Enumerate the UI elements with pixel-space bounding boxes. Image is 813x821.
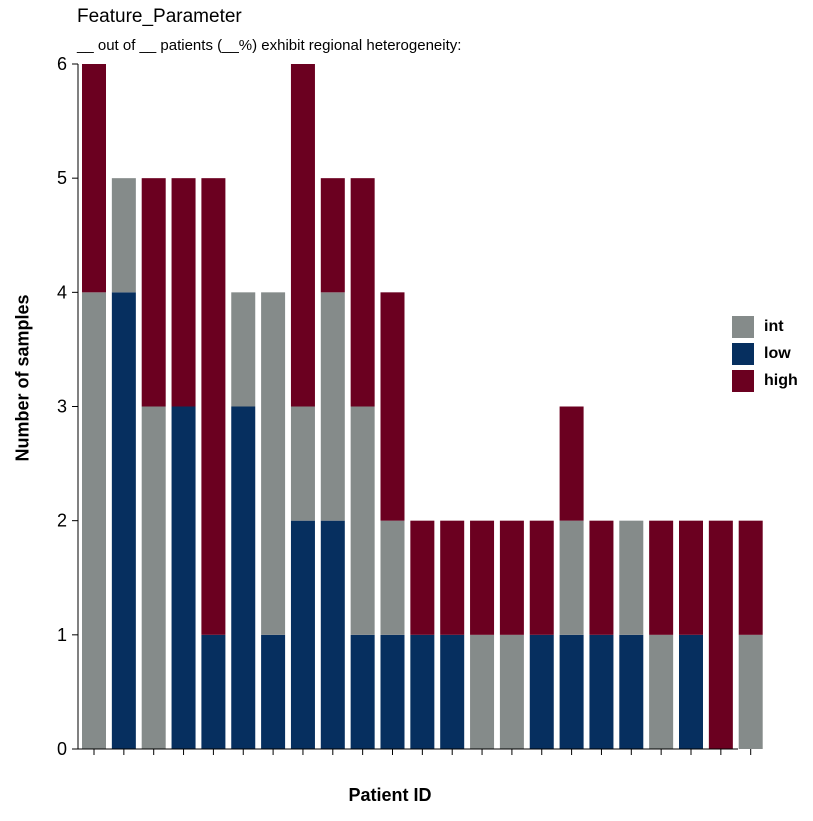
bar-segment-low bbox=[261, 634, 286, 749]
bar-segment-int bbox=[231, 292, 256, 407]
bar-segment-low bbox=[111, 292, 136, 749]
bar-segment-low bbox=[440, 634, 465, 749]
bar-segment-high bbox=[440, 520, 465, 635]
y-tick-label: 6 bbox=[57, 54, 67, 74]
bar-segment-int bbox=[559, 520, 584, 635]
bar-segment-int bbox=[320, 292, 345, 521]
legend-label-high: high bbox=[764, 371, 798, 389]
bar-segment-int bbox=[111, 178, 136, 293]
legend-swatch-int bbox=[732, 315, 754, 338]
legend-swatch-low bbox=[732, 342, 754, 365]
bar-segment-int bbox=[738, 634, 763, 749]
y-tick-label: 5 bbox=[57, 168, 67, 188]
bar-segment-high bbox=[470, 520, 495, 635]
bar-segment-low bbox=[679, 634, 703, 749]
bar-segment-high bbox=[559, 406, 584, 521]
bar-segment-low bbox=[350, 634, 375, 749]
bar-segment-high bbox=[679, 520, 703, 635]
bar-segment-int bbox=[499, 634, 524, 749]
bar-segment-high bbox=[82, 64, 106, 293]
bar-segment-high bbox=[290, 64, 315, 407]
legend: int low high bbox=[732, 313, 798, 394]
bar-segment-high bbox=[649, 520, 674, 635]
chart-subtitle: __ out of __ patients (__%) exhibit regi… bbox=[77, 37, 462, 54]
y-tick-label: 0 bbox=[57, 739, 67, 759]
bar-segment-low bbox=[380, 634, 405, 749]
bar-segment-low bbox=[589, 634, 614, 749]
y-tick-label: 1 bbox=[57, 625, 67, 645]
chart-title: Feature_Parameter bbox=[77, 6, 242, 27]
bar-segment-high bbox=[141, 178, 166, 407]
bar-segment-int bbox=[649, 634, 674, 749]
bar-segment-int bbox=[470, 634, 495, 749]
legend-swatch-high bbox=[732, 369, 754, 392]
bar-segment-int bbox=[261, 292, 286, 635]
bar-segment-high bbox=[171, 178, 196, 407]
x-axis-label: Patient ID bbox=[348, 785, 432, 805]
legend-item-high: high bbox=[732, 367, 798, 394]
bar-segment-low bbox=[290, 520, 315, 749]
y-tick-label: 3 bbox=[57, 397, 67, 417]
bar-segment-high bbox=[499, 520, 524, 635]
legend-label-int: int bbox=[764, 317, 784, 335]
y-tick-label: 4 bbox=[57, 282, 67, 302]
bar-segment-low bbox=[529, 634, 554, 749]
bar-segment-high bbox=[529, 520, 554, 635]
bar-segment-high bbox=[589, 520, 614, 635]
bar-segment-low bbox=[320, 520, 345, 749]
bar-segment-high bbox=[201, 178, 226, 635]
bar-segment-int bbox=[82, 292, 106, 749]
y-tick-label: 2 bbox=[57, 511, 67, 531]
bar-segment-low bbox=[619, 634, 644, 749]
bar-segment-int bbox=[141, 406, 166, 749]
bar-segment-high bbox=[350, 178, 375, 407]
bar-segment-int bbox=[380, 520, 405, 635]
bar-segment-high bbox=[410, 520, 435, 635]
legend-item-int: int bbox=[732, 313, 798, 340]
bar-segment-low bbox=[171, 406, 196, 749]
bar-segment-low bbox=[410, 634, 435, 749]
legend-item-low: low bbox=[732, 340, 798, 367]
legend-label-low: low bbox=[764, 344, 791, 362]
bar-segment-int bbox=[619, 520, 644, 635]
bar-segment-high bbox=[320, 178, 345, 293]
bar-segment-low bbox=[201, 634, 226, 749]
bar-segment-low bbox=[231, 406, 256, 749]
bar-segment-int bbox=[350, 406, 375, 635]
bar-segment-high bbox=[708, 520, 733, 749]
bar-segment-int bbox=[290, 406, 315, 521]
bar-segment-high bbox=[380, 292, 405, 521]
bar-segment-low bbox=[559, 634, 584, 749]
y-axis-label: Number of samples bbox=[12, 294, 33, 462]
bar-segment-high bbox=[738, 520, 763, 635]
